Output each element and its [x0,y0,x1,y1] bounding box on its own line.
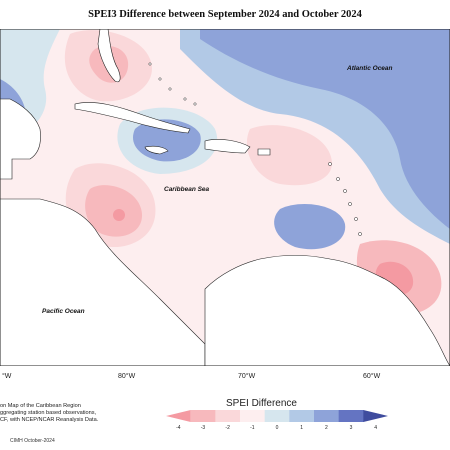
colorbar-segment [314,410,340,422]
legend-tick-label: 0 [275,425,279,431]
red-zone-central [85,185,143,237]
legend-tick-label: -1 [250,425,255,431]
legend-tick-label: 3 [349,425,353,431]
florida-land [97,29,121,83]
legend-tick-label: 2 [324,425,328,431]
colorbar-segment [240,410,266,422]
map-canvas [0,29,450,366]
legend-tick-label: 4 [374,425,378,431]
colorbar-segment [264,410,290,422]
jamaica-land [144,145,169,155]
colorbar-end-low [166,410,191,422]
colorbar-end-high [363,410,388,422]
map-svg [0,29,450,366]
credit-text: CIMH October-2024 [10,438,55,444]
method-note-line: ggregating station based observations, [0,410,97,416]
legend-tick-label: 1 [300,425,304,431]
puerto-rico-land [257,148,271,156]
south-america-land [204,254,450,366]
dark-blue-zone-atlantic [200,29,450,229]
longitude-label: 70°W [238,373,256,380]
method-note-line: on Map of the Caribbean Region [0,403,81,409]
legend-title: SPEI Difference [226,398,297,409]
yucatan-land [0,98,41,180]
cuba-land [74,102,191,134]
longitude-label: 60°W [363,373,381,380]
longitude-label: 80°W [118,373,136,380]
legend-tick-label: -3 [200,425,206,431]
dark-blue-zone-venezuela [274,204,346,250]
caribbean-sea-label: Caribbean Sea [164,186,210,193]
longitude-label: °W [2,373,12,380]
colorbar-segment [190,410,216,422]
colorbar-segment [289,410,315,422]
method-note-line: CF, with NCEP/NCAR Reanalysis Data. [0,417,99,423]
colorbar-segment [338,410,364,422]
red-zone-core [113,209,125,221]
red-zone-antilles [246,125,332,186]
atlantic-ocean-label: Atlantic Ocean [347,65,393,72]
legend-colorbar [166,410,388,422]
lesser-antilles [148,62,362,236]
legend-tick-label: -4 [176,425,181,431]
pacific-ocean-label: Pacific Ocean [42,308,85,315]
legend-tick-label: -2 [225,425,230,431]
central-america-land [0,198,206,366]
colorbar-segment [215,410,241,422]
map-title: SPEI3 Difference between September 2024 … [88,9,362,20]
hispaniola-land [204,139,251,154]
